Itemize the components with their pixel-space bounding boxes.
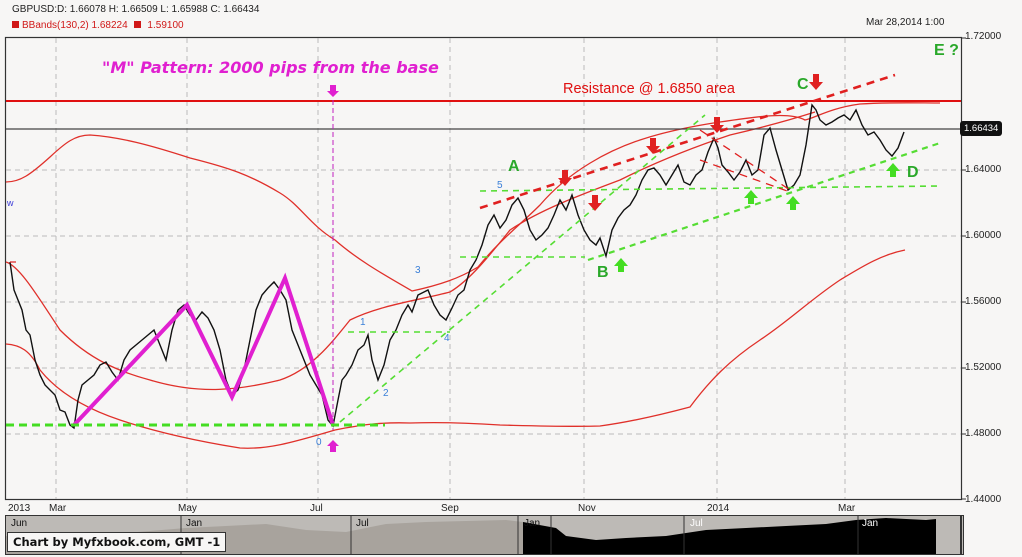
bbands-lower-swatch [134, 21, 142, 28]
bollinger-bands [5, 102, 941, 449]
x-tick: Nov [578, 503, 596, 514]
y-tick: 1.64000 [965, 164, 1002, 175]
navigator-label: Jul [356, 518, 369, 529]
green-up-arrows [614, 163, 900, 272]
y-tick: 1.56000 [965, 296, 1002, 307]
red-down-arrows [558, 74, 823, 211]
wave-label-5: 5 [497, 180, 503, 191]
point-c-label: C [797, 76, 809, 93]
navigator-label: Jul [690, 518, 703, 529]
bbands-color-swatch [12, 21, 19, 28]
y-tick: 1.48000 [965, 428, 1002, 439]
y-tick: 1.52000 [965, 362, 1002, 373]
grid-lines [6, 38, 961, 499]
x-tick: May [178, 503, 197, 514]
x-tick: Sep [441, 503, 459, 514]
navigator-label: Jan [862, 518, 879, 529]
green-trendlines [339, 114, 941, 423]
x-tick: 2014 [707, 503, 730, 514]
m-pattern-label: "M" Pattern: 2000 pips from the base [102, 58, 439, 77]
navigator-label: Jan [186, 518, 203, 529]
x-tick: Mar [49, 503, 67, 514]
bbands-legend: BBands(130,2) 1.68224 1.59100 [12, 20, 184, 31]
red-trendlines [479, 73, 896, 210]
y-tick: 1.72000 [965, 31, 1002, 42]
resistance-label: Resistance @ 1.6850 area [563, 81, 735, 97]
chart-credit: Chart by Myfxbook.com, GMT -1 [7, 532, 227, 552]
m-pattern-line [72, 272, 335, 427]
magenta-arrows [327, 85, 339, 452]
edge-marker: w [7, 198, 14, 208]
wave-label-3: 3 [415, 265, 421, 276]
wave-label-4: 4 [444, 333, 450, 344]
y-tick: 1.44000 [965, 494, 1002, 505]
wave-label-2: 2 [383, 388, 389, 399]
x-tick: Jul [310, 503, 323, 514]
quote-header: GBPUSD:D: 1.66078 H: 1.66509 L: 1.65988 … [12, 4, 260, 15]
current-price-tag: 1.66434 [960, 121, 1003, 136]
point-a-label: A [508, 158, 520, 175]
point-b-label: B [597, 264, 609, 281]
point-d-label: D [907, 164, 919, 181]
bbands-lower-value: 1.59100 [147, 20, 184, 31]
point-e-label: E ? [934, 42, 959, 59]
price-candles [9, 103, 905, 430]
x-tick: Mar [838, 503, 856, 514]
bbands-label: BBands(130,2) 1.68224 [22, 20, 128, 31]
navigator-label: Jun [11, 518, 28, 529]
wave-label-1: 1 [360, 317, 366, 328]
chart-timestamp: Mar 28,2014 1:00 [866, 17, 945, 28]
x-tick: 2013 [8, 503, 31, 514]
wave-label-0: 0 [316, 437, 322, 448]
y-tick: 1.60000 [965, 230, 1002, 241]
navigator-label: Jan [524, 518, 541, 529]
